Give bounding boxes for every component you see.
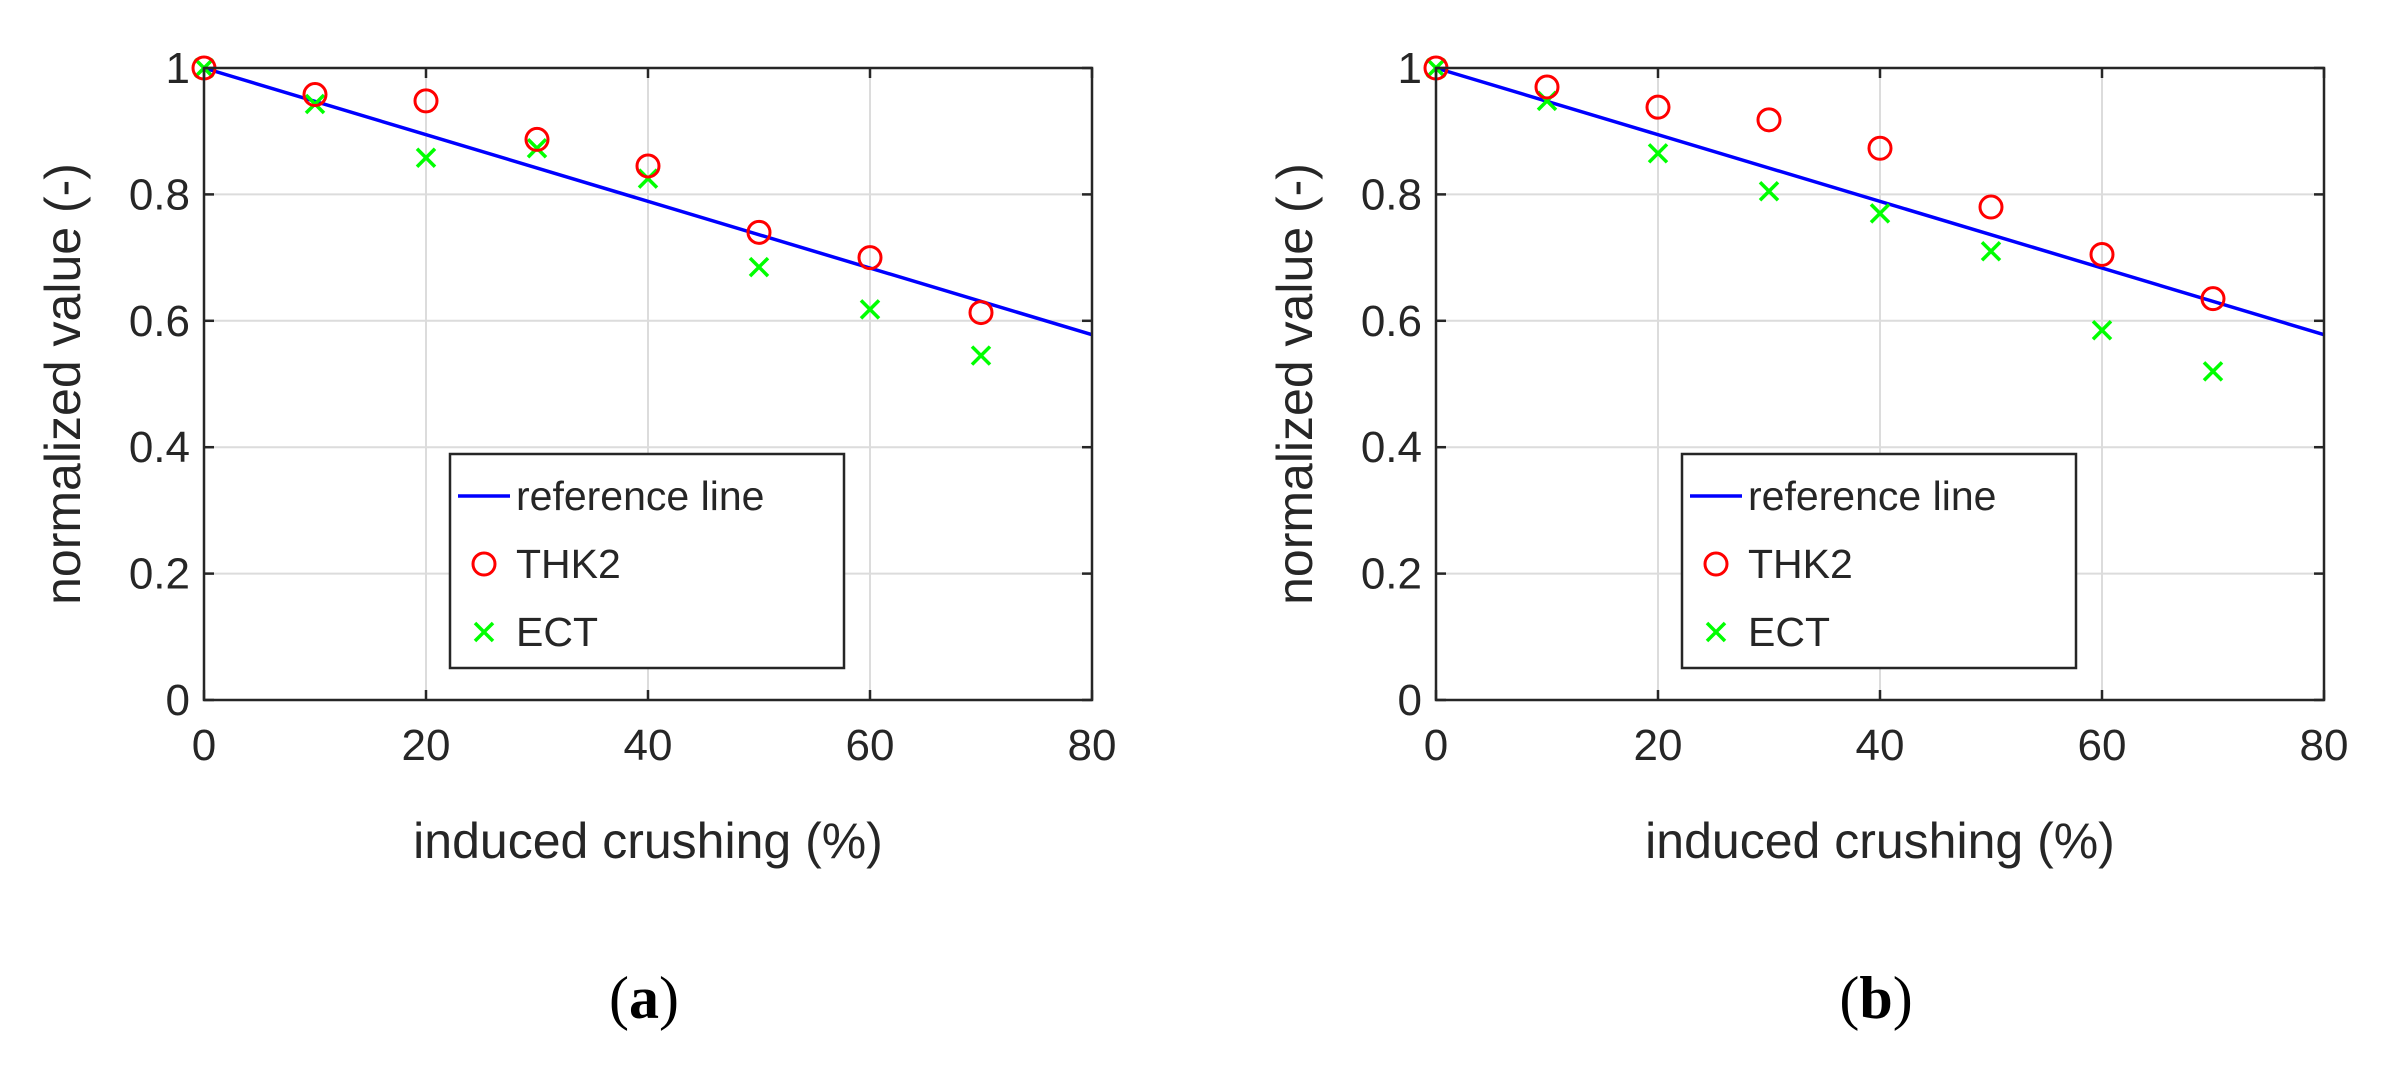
- x-axis-label: induced crushing (%): [413, 813, 883, 869]
- thk2-point: [2200, 286, 2226, 312]
- panel-label-letter: a: [629, 965, 659, 1031]
- x-tick-label: 80: [2300, 721, 2349, 770]
- x-tick-label: 60: [846, 721, 895, 770]
- ect-point: [970, 345, 992, 366]
- ect-point-stroke: [748, 256, 770, 278]
- y-tick-label: 0.2: [1361, 550, 1422, 599]
- panel-label-paren-open: (: [1839, 965, 1859, 1031]
- y-tick-label: 0.4: [1361, 423, 1422, 472]
- ect-point: [1980, 241, 2002, 262]
- ect-point-stroke: [2202, 361, 2224, 382]
- legend-entry-label: THK2: [1748, 541, 1853, 587]
- x-tick-label: 40: [1856, 721, 1905, 770]
- thk2-point: [302, 82, 328, 108]
- y-tick-label: 0: [166, 676, 190, 725]
- ect-point-stroke: [304, 93, 326, 115]
- panel-label-paren-close: ): [659, 965, 679, 1031]
- x-tick-label: 0: [192, 721, 216, 770]
- ect-point-stroke: [1980, 241, 2002, 262]
- y-tick-label: 0: [1398, 676, 1422, 725]
- panel-label-paren-close: ): [1893, 965, 1913, 1031]
- x-tick-label: 20: [402, 721, 451, 770]
- ect-point-stroke: [1647, 143, 1669, 164]
- y-tick-label: 0.2: [129, 550, 190, 599]
- legend-cross-symbol: [1705, 621, 1727, 643]
- legend-entry-label: THK2: [516, 541, 621, 587]
- ect-point-stroke: [526, 138, 548, 159]
- legend-cross-symbol: [473, 621, 495, 643]
- legend: reference line THK2 ECT: [448, 452, 846, 670]
- ect-point: [526, 138, 548, 159]
- legend-cross-stroke: [1705, 621, 1727, 643]
- panel-label-paren-open: (: [609, 965, 629, 1031]
- ect-point: [2202, 361, 2224, 382]
- thk2-point: [413, 88, 439, 114]
- ect-point-stroke: [859, 299, 881, 320]
- ect-point: [748, 256, 770, 278]
- thk2-point: [1645, 94, 1671, 120]
- legend-circle-symbol: [471, 551, 497, 577]
- thk2-point: [746, 219, 772, 245]
- legend-entry-label: reference line: [516, 473, 764, 519]
- legend: reference line THK2 ECT: [1680, 452, 2078, 670]
- ect-point: [637, 168, 659, 189]
- y-tick-label: 0.4: [129, 423, 190, 472]
- x-tick-label: 40: [624, 721, 673, 770]
- ect-point-stroke: [1758, 181, 1780, 202]
- reference-line: [203, 66, 1093, 337]
- legend-entry-label: reference line: [1748, 473, 1996, 519]
- y-axis-label: normalized value (-): [35, 163, 91, 605]
- legend-box: [1680, 452, 2078, 670]
- legend-circle-symbol: [1703, 551, 1729, 577]
- panel-label: (b): [1839, 965, 1912, 1031]
- thk2-point: [968, 300, 994, 326]
- ect-point: [304, 93, 326, 115]
- thk2-point: [1867, 135, 1893, 161]
- y-axis-label: normalized value (-): [1267, 163, 1323, 605]
- ect-point: [1647, 143, 1669, 164]
- ect-point-stroke: [2091, 320, 2113, 341]
- ect-point: [2091, 320, 2113, 341]
- legend-cross-stroke: [473, 621, 495, 643]
- thk2-point: [857, 245, 883, 271]
- ect-point: [1869, 203, 1891, 224]
- ect-point-stroke: [970, 345, 992, 366]
- ect-point-stroke: [415, 147, 437, 168]
- x-axis-label: induced crushing (%): [1645, 813, 2115, 869]
- ect-point: [1758, 181, 1780, 202]
- y-tick-label: 0.8: [1361, 170, 1422, 219]
- x-tick-label: 80: [1068, 721, 1117, 770]
- ect-point-stroke: [1869, 203, 1891, 224]
- ect-point: [859, 299, 881, 320]
- ect-point: [415, 147, 437, 168]
- legend-entry-label: ECT: [1748, 609, 1830, 655]
- x-tick-label: 20: [1634, 721, 1683, 770]
- thk2-point: [1534, 74, 1560, 100]
- y-tick-label: 0.6: [1361, 297, 1422, 346]
- x-tick-label: 60: [2078, 721, 2127, 770]
- y-tick-label: 0.6: [129, 297, 190, 346]
- ect-point-stroke: [637, 168, 659, 189]
- thk2-point: [524, 126, 550, 152]
- panel-label-letter: b: [1859, 965, 1892, 1031]
- thk2-point: [1978, 194, 2004, 220]
- thk2-point: [635, 153, 661, 179]
- thk2-point: [1756, 107, 1782, 133]
- panel-label: (a): [609, 965, 679, 1031]
- reference-line: [1435, 66, 2325, 337]
- thk2-point: [2089, 241, 2115, 267]
- chart-panel-b: 0 20 40 60 80 0 0.2 0.4 0.6 0.8 1 induced crushing …: [1267, 44, 2348, 1031]
- y-tick-label: 1: [166, 44, 190, 93]
- x-tick-label: 0: [1424, 721, 1448, 770]
- chart-panel-a: 0 20 40 60 80 0 0.2 0.4 0.6 0.8 1 induced crushing …: [35, 44, 1116, 1031]
- legend-box: [448, 452, 846, 670]
- y-tick-label: 0.8: [129, 170, 190, 219]
- legend-entry-label: ECT: [516, 609, 598, 655]
- y-tick-label: 1: [1398, 44, 1422, 93]
